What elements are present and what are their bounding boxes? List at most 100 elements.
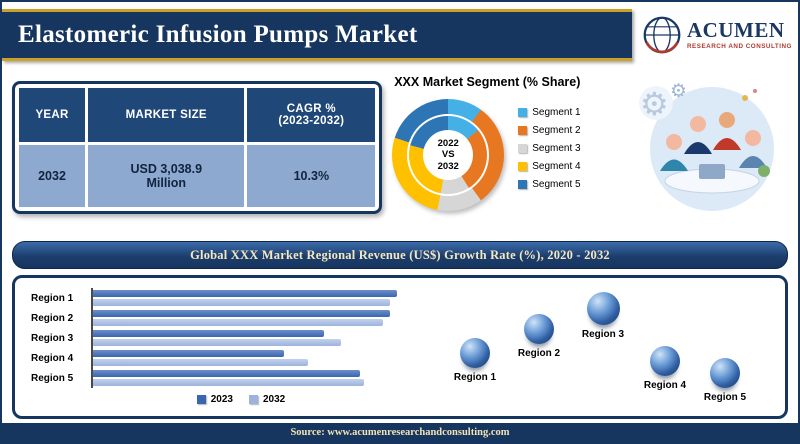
sphere-icon xyxy=(586,292,620,325)
segment-legend-item: Segment 2 xyxy=(518,125,581,136)
legend-swatch xyxy=(196,395,206,404)
logo-name: ACUMEN xyxy=(687,18,785,42)
bar-track xyxy=(91,288,423,308)
bar-2023 xyxy=(93,370,361,377)
globe-icon xyxy=(643,16,681,54)
title-band: Elastomeric Infusion Pumps Market xyxy=(2,9,632,61)
bar-2032 xyxy=(93,359,308,366)
bar-track xyxy=(91,348,423,368)
page-title: Elastomeric Infusion Pumps Market xyxy=(18,21,418,48)
bar-track xyxy=(91,308,423,328)
region-bubble-label: Region 5 xyxy=(703,392,747,403)
bar-2023 xyxy=(93,290,397,297)
region-bubble-label: Region 2 xyxy=(517,348,561,359)
meeting-illustration: ⚙ ⚙ xyxy=(626,71,788,231)
legend-label: Segment 4 xyxy=(532,161,581,172)
col-market-size: MARKET SIZE xyxy=(88,88,245,142)
bar-legend-item: 2023 xyxy=(196,394,233,405)
region-bubble: Region 4 xyxy=(633,346,697,391)
bar-2032 xyxy=(93,379,364,386)
legend-label: 2023 xyxy=(210,394,233,405)
bar-row: Region 5 xyxy=(31,368,423,388)
table-data-row: 2032 USD 3,038.9 Million 10.3% xyxy=(19,145,376,207)
bar-category-label: Region 5 xyxy=(31,372,74,384)
sphere-icon xyxy=(650,346,680,376)
bar-row: Region 1 xyxy=(31,288,423,308)
header: Elastomeric Infusion Pumps Market ACUMEN… xyxy=(2,9,798,61)
bar-2032 xyxy=(93,339,341,346)
svg-text:⚙: ⚙ xyxy=(670,81,687,102)
sphere-icon xyxy=(524,314,554,344)
bar-category-label: Region 2 xyxy=(31,312,74,324)
regional-bar-chart: Region 1 Region 2 Region 3 Region 4 Region 5… xyxy=(31,288,423,405)
sphere-icon xyxy=(710,358,740,388)
bar-legend-item: 2032 xyxy=(249,394,285,405)
legend-swatch xyxy=(518,126,528,135)
donut-center-2032: 2032 xyxy=(437,160,459,172)
segment-legend-item: Segment 4 xyxy=(518,161,581,172)
segment-section: XXX Market Segment (% Share) 2022 VS 203… xyxy=(392,71,616,231)
region-bubble: Region 2 xyxy=(507,314,571,359)
svg-text:⚙: ⚙ xyxy=(640,86,669,122)
logo-text: ACUMEN RESEARCH AND CONSULTING xyxy=(687,18,792,51)
donut-center-label: 2022 VS 2032 xyxy=(423,130,474,180)
region-bubble-label: Region 4 xyxy=(643,380,687,391)
cell-market-size: USD 3,038.9 Million xyxy=(88,145,245,207)
donut-chart: 2022 VS 2032 xyxy=(392,99,505,211)
meeting-illustration-graphic: ⚙ ⚙ xyxy=(639,81,774,211)
bar-2032 xyxy=(93,319,384,326)
col-year: YEAR xyxy=(19,88,86,142)
cell-year: 2032 xyxy=(19,145,86,207)
legend-swatch xyxy=(518,180,528,189)
region-bubble: Region 3 xyxy=(571,292,635,340)
company-logo: ACUMEN RESEARCH AND CONSULTING xyxy=(642,15,798,55)
donut-center-2022: 2022 xyxy=(437,137,459,149)
bar-row: Region 4 xyxy=(31,348,423,368)
bar-row: Region 3 xyxy=(31,328,423,348)
region-bubble: Region 1 xyxy=(443,338,507,383)
cell-cagr: 10.3% xyxy=(247,145,376,207)
bar-2023 xyxy=(93,310,390,317)
donut-center-vs: VS xyxy=(441,149,455,161)
legend-label: Segment 2 xyxy=(532,125,581,136)
bar-rows: Region 1 Region 2 Region 3 Region 4 Region 5 xyxy=(31,288,423,388)
region-bubble-label: Region 3 xyxy=(581,329,625,340)
legend-swatch xyxy=(518,144,528,153)
table-header-row: YEAR MARKET SIZE CAGR % (2023-2032) xyxy=(19,88,376,142)
region-bubble-label: Region 1 xyxy=(453,372,497,383)
segment-legend-item: Segment 5 xyxy=(518,179,581,190)
bar-2023 xyxy=(93,330,324,337)
regional-chart-panel: Region 1 Region 2 Region 3 Region 4 Region 5… xyxy=(12,275,788,419)
bar-track xyxy=(91,368,423,388)
segment-chart-title: XXX Market Segment (% Share) xyxy=(394,75,581,89)
legend-label: Segment 5 xyxy=(532,179,581,190)
bar-2023 xyxy=(93,350,285,357)
market-stats-table: YEAR MARKET SIZE CAGR % (2023-2032) 2032… xyxy=(16,85,378,210)
segment-legend-item: Segment 1 xyxy=(518,107,581,118)
legend-swatch xyxy=(518,108,528,117)
legend-label: Segment 3 xyxy=(532,143,581,154)
regional-banner: Global XXX Market Regional Revenue (US$)… xyxy=(12,241,788,269)
bar-row: Region 2 xyxy=(31,308,423,328)
bar-legend: 2023 2032 xyxy=(91,394,391,405)
logo-subtitle: RESEARCH AND CONSULTING xyxy=(687,43,792,50)
bar-category-label: Region 3 xyxy=(31,332,74,344)
market-stats-card: YEAR MARKET SIZE CAGR % (2023-2032) 2032… xyxy=(12,81,383,214)
sphere-icon xyxy=(460,338,490,368)
bar-category-label: Region 1 xyxy=(31,292,74,304)
region-bubble: Region 5 xyxy=(693,358,757,403)
bar-track xyxy=(91,328,423,348)
segment-legend-item: Segment 3 xyxy=(518,143,581,154)
legend-label: Segment 1 xyxy=(532,107,581,118)
bar-2032 xyxy=(93,299,390,306)
source-footer: Source: www.acumenresearchandconsulting.… xyxy=(2,423,798,442)
legend-label: 2032 xyxy=(263,394,286,405)
region-bubbles: Region 1 Region 2 Region 3 Region 4 Region 5 xyxy=(15,278,785,416)
col-cagr: CAGR % (2023-2032) xyxy=(247,88,376,142)
bar-category-label: Region 4 xyxy=(31,352,74,364)
legend-swatch xyxy=(518,162,528,171)
legend-swatch xyxy=(249,395,258,404)
segment-legend: Segment 1 Segment 2 Segment 3 Segment 4 Segm… xyxy=(518,107,581,190)
content-row: YEAR MARKET SIZE CAGR % (2023-2032) 2032… xyxy=(2,71,798,231)
